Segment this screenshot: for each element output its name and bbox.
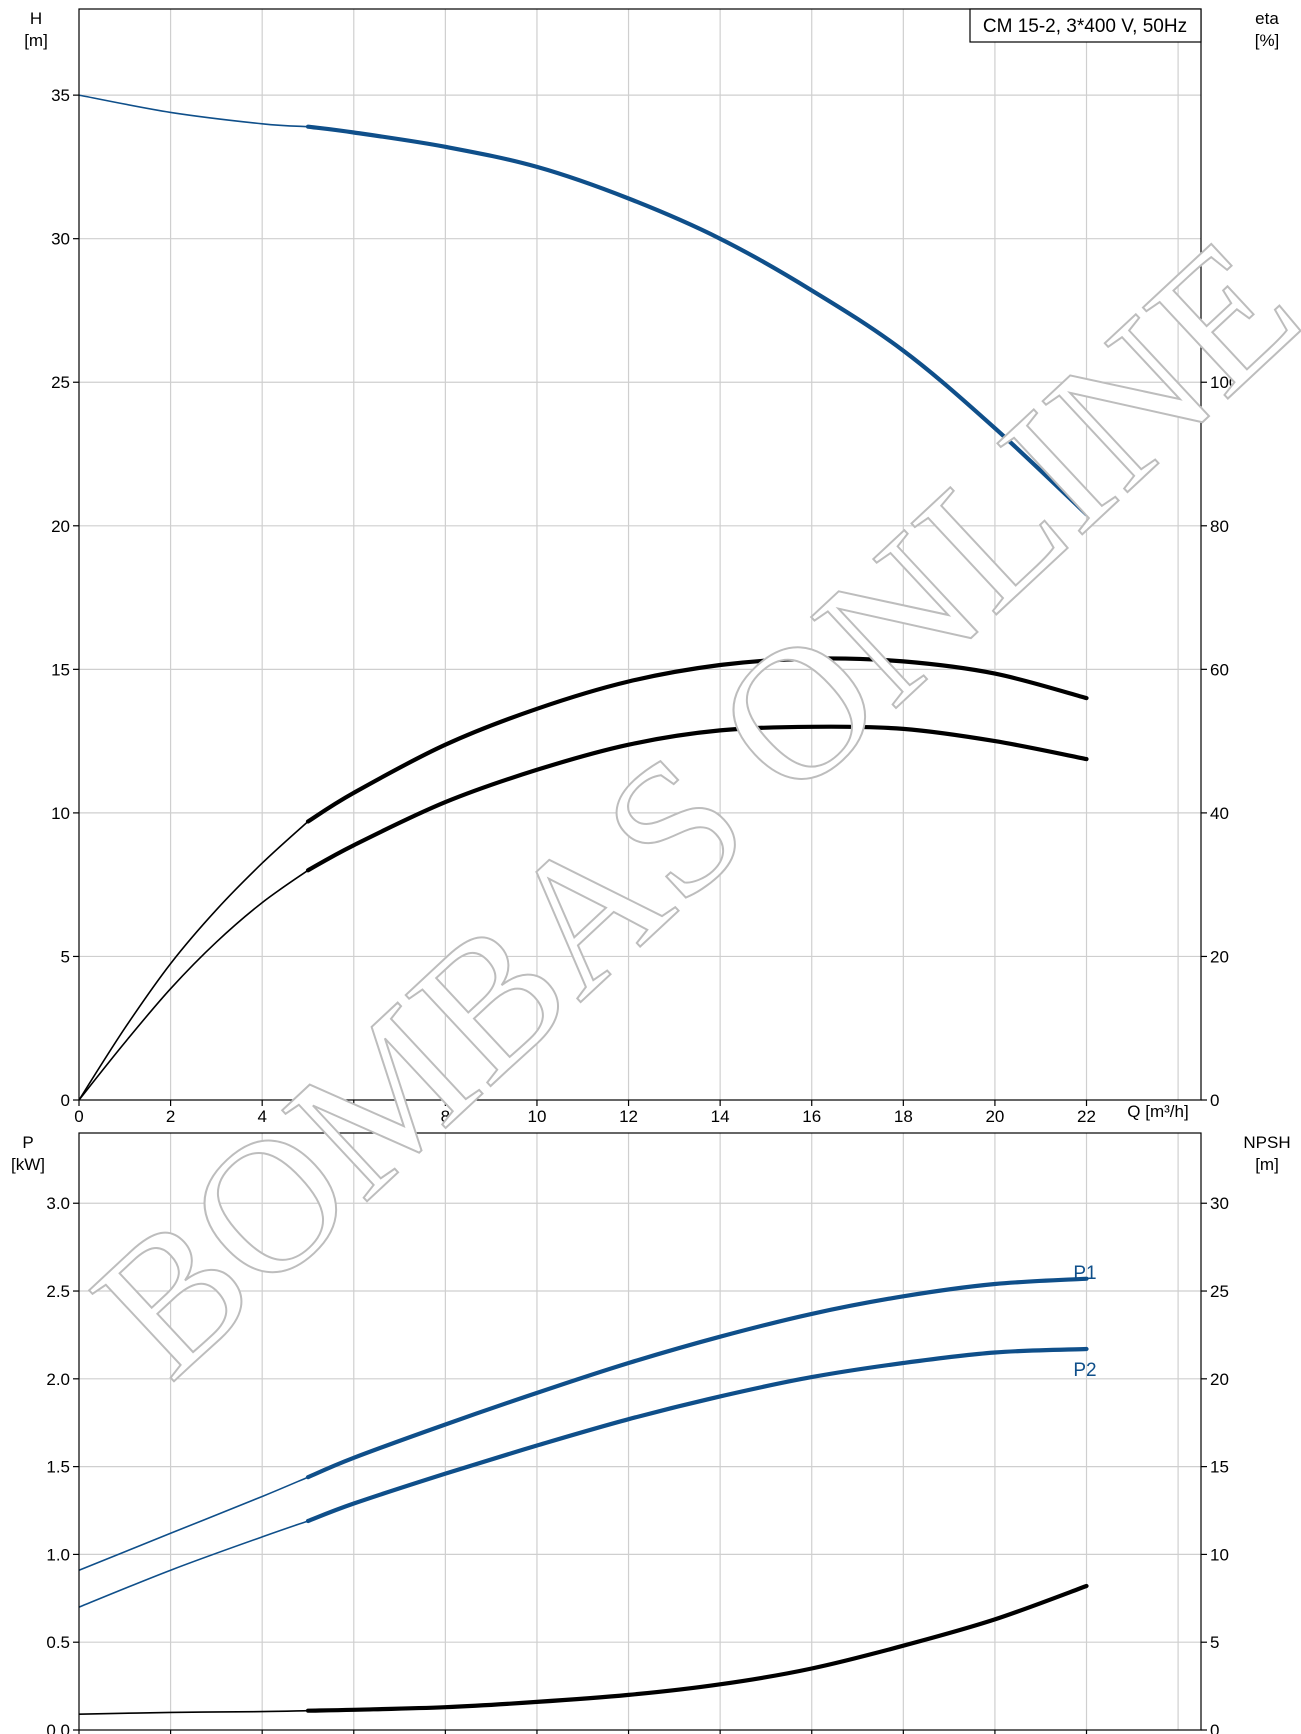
bottom-right-axis-unit: [m] — [1255, 1155, 1279, 1174]
top-panel-curves — [78, 94, 1089, 1101]
x-tick-label: 22 — [1077, 1107, 1096, 1126]
x-axis-label: Q [m³/h] — [1127, 1102, 1188, 1121]
y-left-tick-label: 0.5 — [46, 1633, 70, 1652]
curve-1-2-line — [305, 1583, 1089, 1713]
x-tick-label: 2 — [166, 1107, 175, 1126]
y-right-tick-label: 10 — [1210, 1545, 1229, 1564]
y-left-tick-label: 1.5 — [46, 1458, 70, 1477]
y-right-tick-label: 0 — [1210, 1721, 1219, 1734]
bottom-panel-ticks: 0.0 0.5 1.0 1.5 2.0 2.5 3.0 0 5 10 15 20 25 30 — [46, 1194, 1229, 1734]
y-right-tick-label: 100 — [1210, 373, 1238, 392]
y-right-tick-label: 20 — [1210, 1370, 1229, 1389]
bottom-left-axis-name: P — [22, 1133, 33, 1152]
x-tick-label: 20 — [985, 1107, 1004, 1126]
y-right-tick-label: 30 — [1210, 1194, 1229, 1213]
bottom-panel-frame — [78, 1132, 1202, 1731]
series-label-p1: P1 — [1073, 1263, 1096, 1284]
x-tick-label: 6 — [349, 1107, 358, 1126]
x-tick-label: 0 — [74, 1107, 83, 1126]
top-right-axis-unit: [%] — [1255, 31, 1280, 50]
y-right-tick-label: 80 — [1210, 517, 1229, 536]
x-tick-label: 10 — [527, 1107, 546, 1126]
y-right-tick-label: 25 — [1210, 1282, 1229, 1301]
x-tick-label: 12 — [619, 1107, 638, 1126]
y-right-tick-label: 60 — [1210, 660, 1229, 679]
p1-extrapolated-line — [78, 1476, 309, 1571]
bottom-right-axis-name: NPSH — [1243, 1133, 1290, 1152]
y-left-tick-label: 0 — [61, 1091, 70, 1110]
x-tick-label: 14 — [711, 1107, 730, 1126]
x-tick-label: 4 — [257, 1107, 266, 1126]
curve-0-0-extrapolated-line — [78, 94, 309, 128]
y-left-tick-label: 15 — [51, 660, 70, 679]
bottom-panel-curves — [78, 1276, 1089, 1715]
curve-0-1-extrapolated-line — [78, 820, 309, 1101]
y-right-tick-label: 0 — [1210, 1091, 1219, 1110]
legend-title: CM 15-2, 3*400 V, 50Hz — [983, 16, 1187, 37]
y-left-tick-label: 10 — [51, 804, 70, 823]
y-left-tick-label: 2.0 — [46, 1370, 70, 1389]
curve-0-0-line — [305, 124, 1089, 517]
curve-0-1-line — [305, 656, 1089, 824]
x-tick-label: 16 — [802, 1107, 821, 1126]
y-left-tick-label: 5 — [61, 947, 70, 966]
curve-0-2-extrapolated-line — [78, 869, 309, 1101]
x-tick-label: 18 — [894, 1107, 913, 1126]
legend-box — [969, 8, 1202, 43]
curve-1-2-extrapolated-line — [78, 1709, 309, 1715]
p1-line — [305, 1276, 1089, 1480]
y-right-tick-label: 5 — [1210, 1633, 1219, 1652]
p2-extrapolated-line — [78, 1520, 309, 1608]
y-left-tick-label: 2.5 — [46, 1282, 70, 1301]
y-left-tick-label: 1.0 — [46, 1545, 70, 1564]
y-right-tick-label: 15 — [1210, 1458, 1229, 1477]
y-left-tick-label: 20 — [51, 517, 70, 536]
y-right-tick-label: 40 — [1210, 804, 1229, 823]
top-left-axis-unit: [m] — [24, 31, 48, 50]
top-left-axis-name: H — [30, 9, 42, 28]
y-left-tick-label: 3.0 — [46, 1194, 70, 1213]
top-panel-ticks: 0 5 10 15 20 25 30 35 0 20 40 60 80 100 0 2 4 6 8 10 12 14 16 1… — [51, 86, 1238, 1126]
top-panel-grid — [79, 9, 1201, 1100]
curve-0-2-line — [305, 724, 1089, 873]
bottom-left-axis-unit: [kW] — [11, 1155, 45, 1174]
y-left-tick-label: 30 — [51, 230, 70, 249]
bottom-panel-grid — [79, 1133, 1201, 1730]
y-left-tick-label: 0.0 — [46, 1721, 70, 1734]
y-left-tick-label: 25 — [51, 373, 70, 392]
y-right-tick-label: 20 — [1210, 947, 1229, 966]
x-tick-label: 8 — [441, 1107, 450, 1126]
top-right-axis-name: eta — [1255, 9, 1279, 28]
y-left-tick-label: 35 — [51, 86, 70, 105]
top-panel-frame — [78, 8, 1202, 1101]
p2-line — [305, 1346, 1089, 1524]
series-label-p2: P2 — [1073, 1360, 1096, 1381]
